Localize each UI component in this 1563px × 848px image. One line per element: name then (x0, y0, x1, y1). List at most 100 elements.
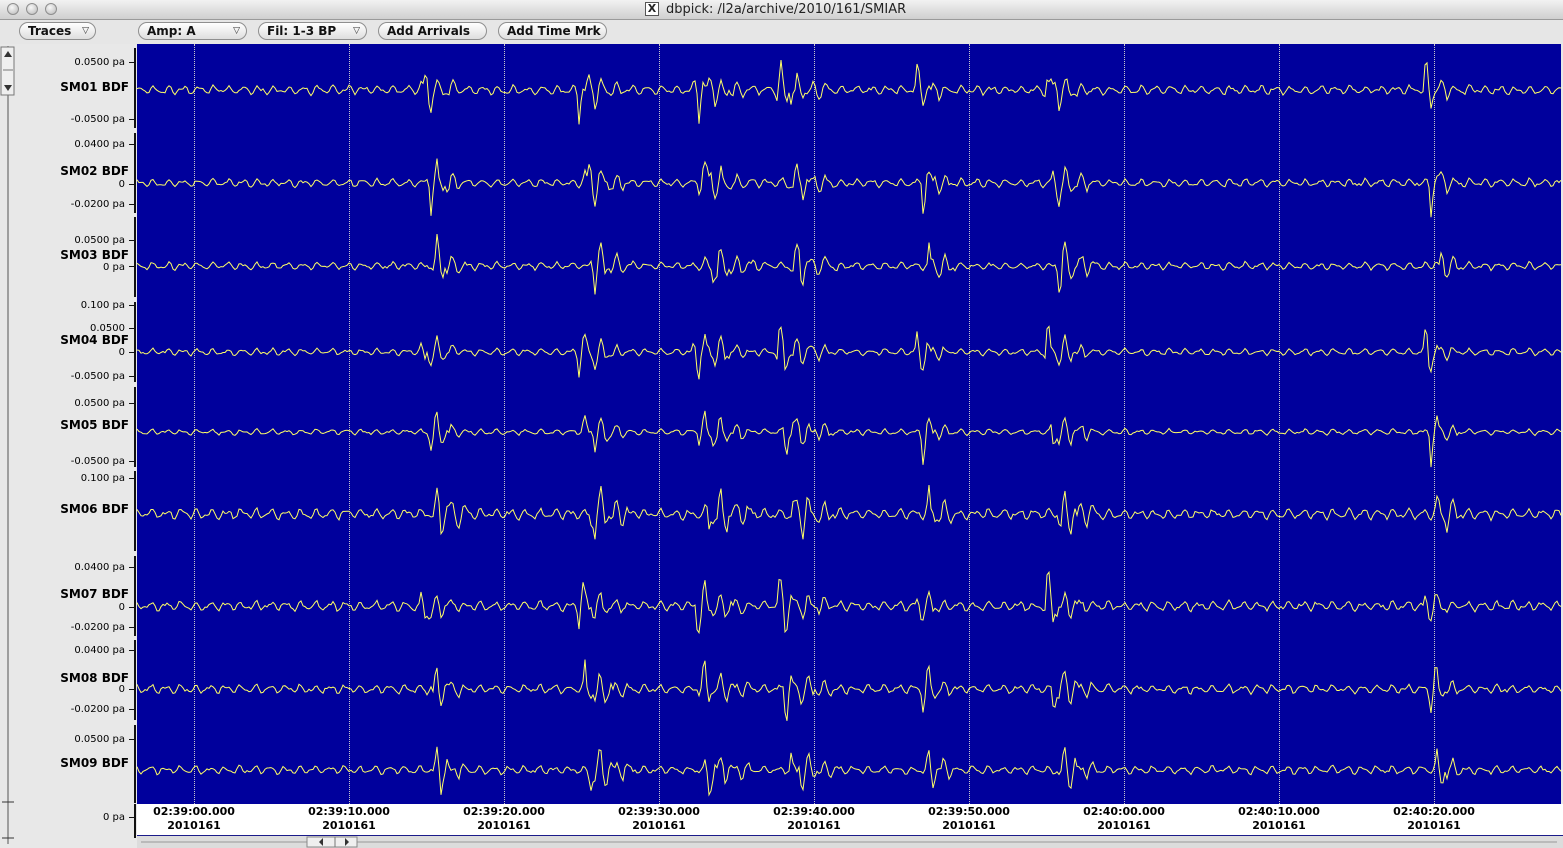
waveform-trace (137, 659, 1561, 722)
time-gridline (1279, 44, 1280, 804)
waveform-line (137, 410, 1561, 468)
time-label: 02:40:00.000 (1083, 805, 1165, 818)
amplitude-axis (134, 48, 136, 128)
trace-zero-label: 0 pa (102, 262, 125, 273)
waveform-trace (137, 158, 1561, 218)
time-label: 02:39:20.000 (463, 805, 545, 818)
time-label: 02:40:10.000 (1238, 805, 1320, 818)
window-title: dbpick: /l2a/archive/2010/161/SMIAR (666, 2, 907, 17)
time-axis: 02:39:00.000 2010161 02:39:10.000 2010161 02… (137, 804, 1563, 835)
trace-bottom-scale: -0.0200 pa (70, 622, 125, 633)
trace-zero-label: 0 (118, 684, 125, 695)
date-label: 2010161 (322, 819, 376, 832)
trace-bottom-scale: -0.0500 pa (70, 114, 125, 125)
waveform-plot[interactable] (137, 44, 1561, 804)
waveform-trace (137, 570, 1561, 635)
time-axis-label: 02:39:30.000 2010161 (599, 805, 719, 833)
station-label: SM01 BDF (60, 80, 129, 94)
trace-zero-label: 0 (118, 179, 125, 190)
zoom-icon[interactable] (45, 3, 57, 15)
amplitude-axis (134, 471, 136, 551)
amp-menu-label: Amp: A (147, 24, 196, 38)
time-label: 02:39:00.000 (153, 805, 235, 818)
trace-top-scale: 0.0400 pa (74, 645, 125, 656)
trace-top-scale: 0.0500 pa (74, 734, 125, 745)
waveform-line (137, 659, 1561, 722)
waveform-trace (137, 234, 1561, 295)
trace-top-scale: 0.0500 pa (74, 57, 125, 68)
waveform-trace (137, 485, 1561, 540)
trace-bottom-scale: -0.0200 pa (70, 199, 125, 210)
time-label: 02:39:10.000 (308, 805, 390, 818)
waveform-trace (137, 325, 1561, 380)
trace-top-scale: 0.0500 pa (74, 235, 125, 246)
horizontal-scrollbar[interactable] (137, 835, 1563, 848)
amplitude-axis (134, 804, 136, 838)
waveform-line (137, 234, 1561, 295)
add-time-mark-button[interactable]: Add Time Mrk (498, 22, 607, 40)
time-axis-label: 02:39:10.000 2010161 (289, 805, 409, 833)
trace-bottom-scale: -0.0500 pa (70, 371, 125, 382)
waveform-line (137, 325, 1561, 380)
vertical-scrollbar[interactable] (0, 44, 16, 847)
time-gridline (814, 44, 815, 804)
date-label: 2010161 (787, 819, 841, 832)
traces-menu-button[interactable]: Traces ▽ (19, 22, 96, 40)
x11-icon: X (645, 2, 659, 16)
amplitude-axis (134, 725, 136, 803)
waveform-trace (137, 746, 1561, 797)
trace-top-scale: 0.0400 pa (74, 139, 125, 150)
station-label: SM06 BDF (60, 502, 129, 516)
trace-zero-label: 0 (118, 347, 125, 358)
time-label: 02:40:20.000 (1393, 805, 1475, 818)
trace-top-scale: 0.0400 pa (74, 562, 125, 573)
time-gridline (659, 44, 660, 804)
waveform-line (137, 570, 1561, 635)
station-label: SM04 BDF (60, 333, 129, 347)
filter-menu-label: Fil: 1-3 BP (267, 24, 337, 38)
trace-zero-label: 0 (118, 602, 125, 613)
time-axis-label: 02:39:40.000 2010161 (754, 805, 874, 833)
traces-menu-label: Traces (28, 24, 72, 38)
waveform-trace (137, 60, 1561, 125)
amplitude-axis (134, 302, 136, 382)
channel-labels: 0.0500 pa SM01 BDF -0.0500 pa 0.0400 pa … (16, 44, 137, 847)
triangle-down-icon: ▽ (82, 26, 89, 36)
filter-menu-button[interactable]: Fil: 1-3 BP ▽ (258, 22, 367, 40)
scroll-right-icon (345, 838, 349, 846)
time-label: 02:39:40.000 (773, 805, 855, 818)
waveform-line (137, 485, 1561, 540)
amp-menu-button[interactable]: Amp: A ▽ (138, 22, 247, 40)
station-label: SM07 BDF (60, 587, 129, 601)
time-axis-label: 02:40:20.000 2010161 (1374, 805, 1494, 833)
scroll-down-icon (4, 85, 12, 91)
amplitude-axis (134, 556, 136, 636)
amplitude-axis (134, 640, 136, 720)
date-label: 2010161 (1097, 819, 1151, 832)
time-gridline (194, 44, 195, 804)
add-arrivals-button[interactable]: Add Arrivals (378, 22, 487, 40)
time-label: 02:39:30.000 (618, 805, 700, 818)
minimize-icon[interactable] (26, 3, 38, 15)
waveform-line (137, 746, 1561, 797)
time-gridline (504, 44, 505, 804)
date-label: 2010161 (942, 819, 996, 832)
trace-bottom-scale: -0.0500 pa (70, 456, 125, 467)
time-gridline (1434, 44, 1435, 804)
time-gridline (969, 44, 970, 804)
date-label: 2010161 (1252, 819, 1306, 832)
trace-top-scale: 0.100 pa (80, 300, 125, 311)
time-gridline (1124, 44, 1125, 804)
station-label: SM03 BDF (60, 248, 129, 262)
trace-mid-scale: 0.0500 (90, 323, 125, 334)
time-axis-label: 02:39:50.000 2010161 (909, 805, 1029, 833)
time-axis-label: 02:40:00.000 2010161 (1064, 805, 1184, 833)
trace-bottom-scale: -0.0200 pa (70, 704, 125, 715)
time-label: 02:39:50.000 (928, 805, 1010, 818)
date-label: 2010161 (632, 819, 686, 832)
waveform-line (137, 60, 1561, 125)
time-axis-label: 02:40:10.000 2010161 (1219, 805, 1339, 833)
triangle-down-icon: ▽ (233, 26, 240, 36)
close-icon[interactable] (7, 3, 19, 15)
station-label: SM09 BDF (60, 756, 129, 770)
